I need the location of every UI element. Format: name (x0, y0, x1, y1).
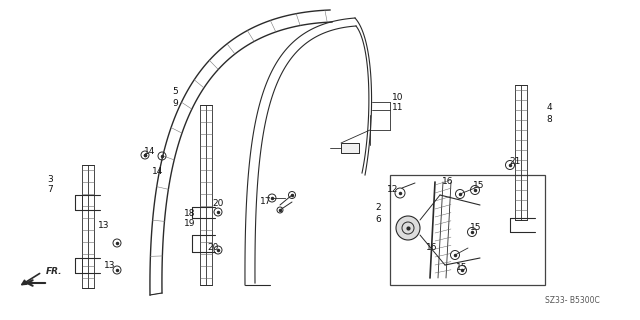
Text: 16: 16 (426, 243, 438, 252)
Text: 6: 6 (375, 214, 381, 223)
Text: 12: 12 (387, 186, 399, 195)
Text: 15: 15 (456, 263, 468, 273)
Text: 14: 14 (152, 167, 164, 177)
Text: 11: 11 (392, 103, 404, 113)
Text: 20: 20 (212, 198, 224, 207)
FancyBboxPatch shape (341, 143, 359, 153)
Circle shape (396, 216, 420, 240)
Text: 13: 13 (104, 260, 116, 269)
Text: 2: 2 (375, 204, 381, 212)
Text: 13: 13 (99, 220, 109, 229)
Text: 8: 8 (546, 115, 552, 124)
Text: 1: 1 (355, 148, 361, 156)
Text: 4: 4 (546, 103, 552, 113)
Text: FR.: FR. (46, 267, 63, 276)
Text: 16: 16 (442, 178, 454, 187)
Text: 21: 21 (509, 157, 521, 166)
Text: 3: 3 (47, 175, 53, 185)
Text: 10: 10 (392, 92, 404, 101)
Text: 14: 14 (144, 148, 156, 156)
Text: 15: 15 (473, 180, 484, 189)
Text: 17: 17 (260, 197, 272, 206)
Text: 5: 5 (172, 87, 178, 97)
Text: 7: 7 (47, 186, 53, 195)
Text: 15: 15 (470, 223, 482, 233)
Text: 9: 9 (172, 99, 178, 108)
Bar (390, 175, 545, 285)
Text: 19: 19 (184, 220, 196, 228)
Text: SZ33- B5300C: SZ33- B5300C (545, 296, 600, 305)
Text: 18: 18 (184, 209, 196, 218)
Text: 20: 20 (207, 244, 219, 252)
